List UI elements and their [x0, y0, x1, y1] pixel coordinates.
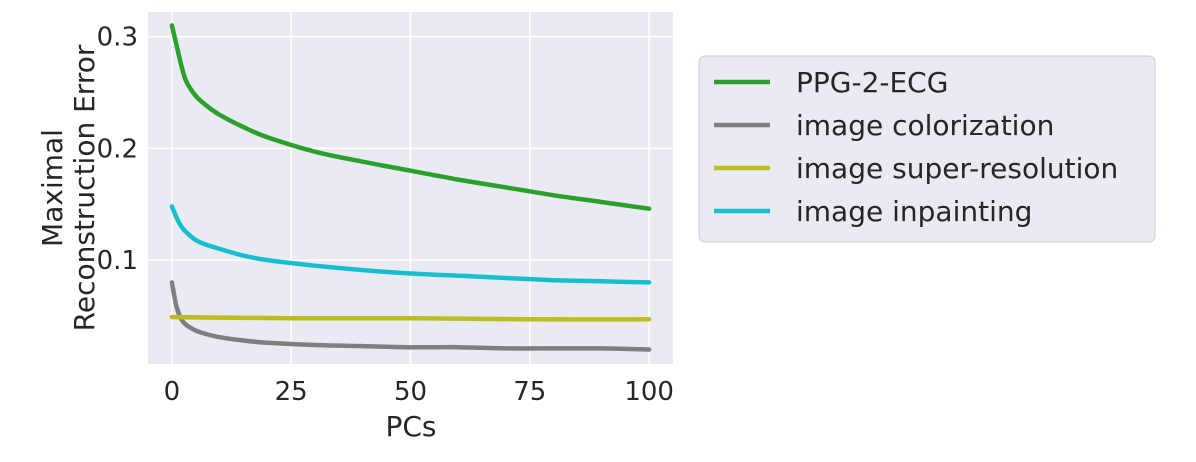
legend-label-ppg-2-ecg: PPG-2-ECG	[796, 66, 948, 99]
x-tick-label: 75	[513, 377, 546, 407]
grid-lines	[148, 12, 673, 364]
x-tick-label: 0	[164, 377, 181, 407]
x-tick-label: 100	[624, 377, 674, 407]
y-axis-title-line-2: Reconstruction Error	[68, 44, 101, 331]
legend-box	[698, 55, 1156, 243]
x-tick-label: 25	[275, 377, 308, 407]
x-axis-ticks: 0 25 50 75 100	[164, 377, 674, 407]
y-axis-title-line-1: Maximal	[36, 129, 69, 247]
legend-label-image-colorization: image colorization	[796, 109, 1054, 142]
y-tick-label: 0.3	[97, 23, 138, 53]
legend-label-image-super-resolution: image super-resolution	[796, 152, 1118, 185]
legend: PPG-2-ECG image colorization image super-r…	[698, 55, 1156, 243]
legend-label-image-inpainting: image inpainting	[796, 195, 1032, 228]
series-line-image-colorization	[169, 280, 652, 352]
x-axis-title: PCs	[385, 410, 436, 443]
series-line-image-inpainting	[169, 204, 652, 285]
series-line-image-super-resolution	[169, 314, 652, 322]
y-axis-ticks: 0.1 0.2 0.3	[97, 23, 138, 276]
series-line-ppg-2-ecg	[169, 23, 652, 211]
series-lines	[169, 23, 652, 352]
y-tick-label: 0.1	[97, 246, 138, 276]
x-tick-label: 50	[394, 377, 427, 407]
y-tick-label: 0.2	[97, 134, 138, 164]
